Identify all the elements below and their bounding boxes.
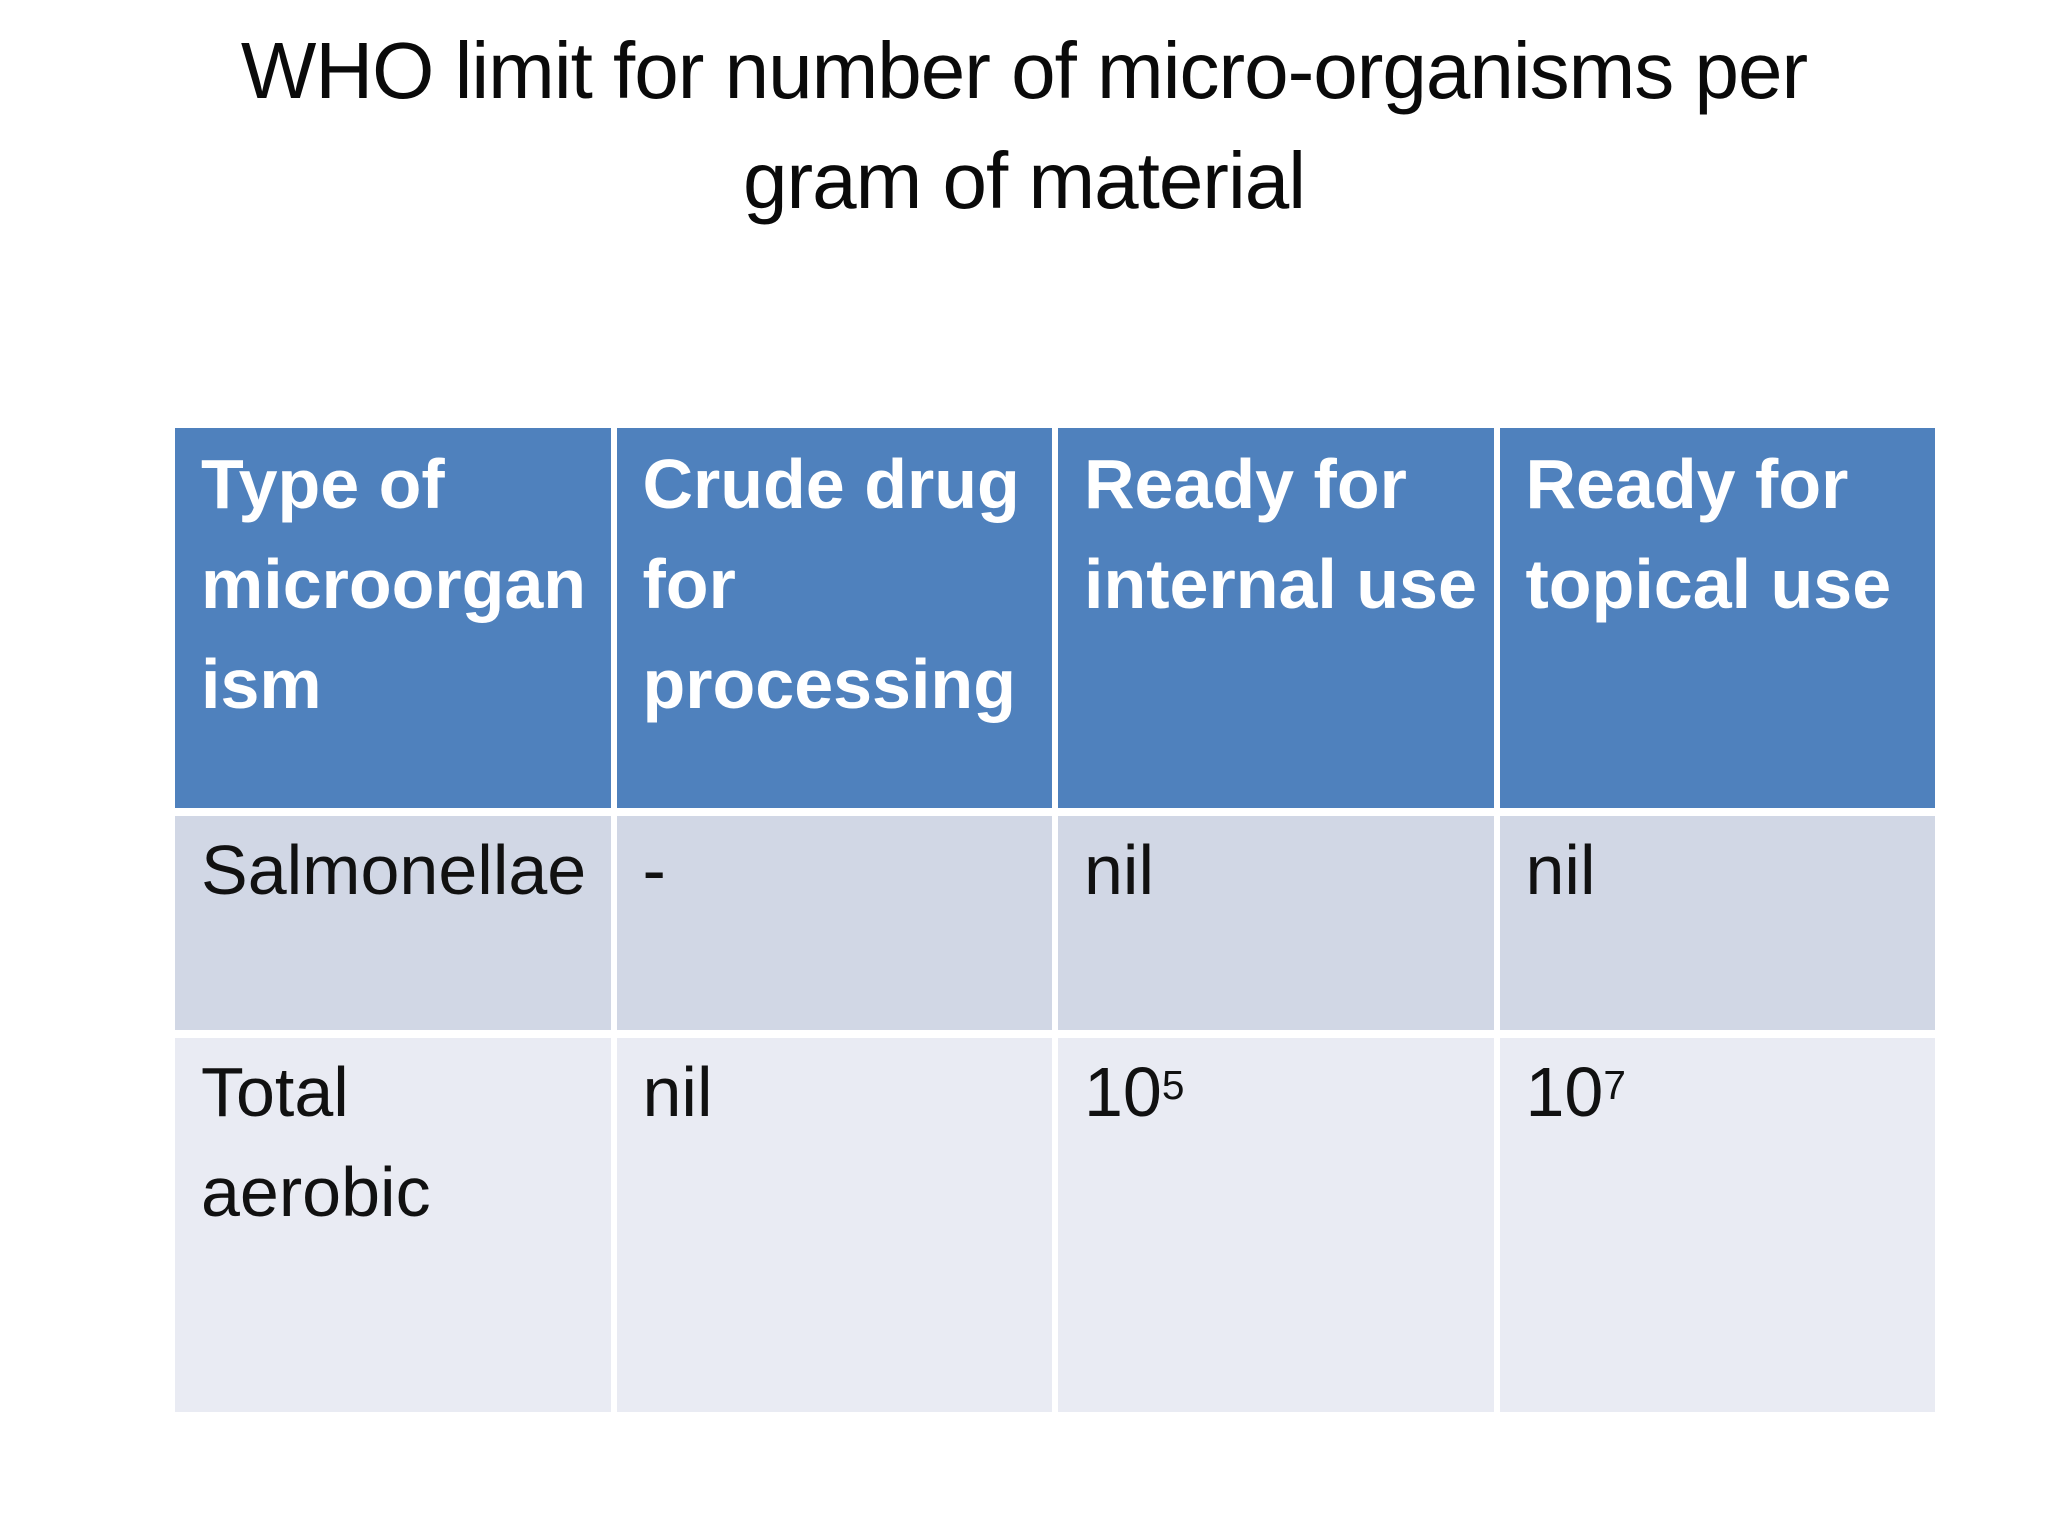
- limit-value-base: 10: [1525, 1053, 1604, 1131]
- cell-total-aerobic-internal-use: 105: [1058, 1038, 1494, 1412]
- limit-value-base: 10: [1084, 1053, 1162, 1131]
- header-cell-type-of-microorganism: Type of microorgan ism: [175, 428, 611, 808]
- cell-salmonellae-type: Salmonellae: [175, 816, 611, 1030]
- slide-title-line-2: gram of material: [743, 135, 1306, 225]
- header-cell-crude-drug-for-processing: Crude drug for processing: [616, 428, 1052, 808]
- cell-total-aerobic-crude-drug: nil: [616, 1038, 1052, 1412]
- limit-value-exponent: 5: [1161, 1061, 1185, 1108]
- slide-title-line-1: WHO limit for number of micro-organisms …: [240, 26, 1808, 115]
- cell-salmonellae-topical-use: nil: [1499, 816, 1935, 1030]
- cell-total-aerobic-topical-use: 107: [1499, 1038, 1935, 1412]
- slide-title: WHO limit for number of micro-organisms …: [0, 16, 2048, 235]
- cell-salmonellae-crude-drug: -: [616, 816, 1052, 1030]
- who-limits-table: Type of microorgan ism Crude drug for pr…: [175, 428, 1935, 1412]
- header-cell-ready-for-topical-use: Ready for topical use: [1499, 428, 1935, 808]
- header-cell-ready-for-internal-use: Ready for internal use: [1058, 428, 1494, 808]
- cell-salmonellae-internal-use: nil: [1058, 816, 1494, 1030]
- limit-value-exponent: 7: [1603, 1061, 1626, 1108]
- cell-total-aerobic-type: Total aerobic: [175, 1038, 611, 1412]
